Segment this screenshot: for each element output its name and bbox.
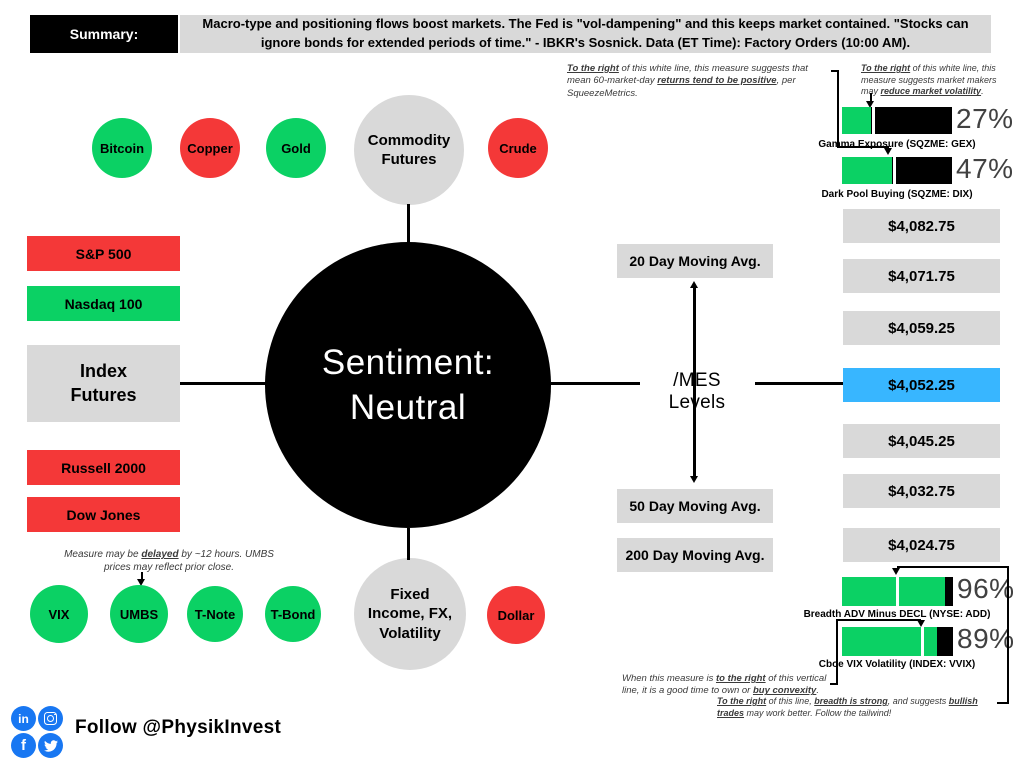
vvix-gauge xyxy=(842,627,953,656)
linkedin-icon[interactable]: in xyxy=(11,706,36,731)
index-futures-hub: Index Futures xyxy=(27,345,180,422)
commodity-futures-hub: Commodity Futures xyxy=(354,95,464,205)
ma-arrow-down-icon xyxy=(690,476,698,483)
vvix-gauge-threshold-marker xyxy=(920,627,924,656)
twitter-icon[interactable] xyxy=(38,733,63,758)
summary-label-box: Summary: xyxy=(30,15,178,53)
add-connector-line xyxy=(997,702,1009,704)
mes-level-row: $4,082.75 xyxy=(843,209,1000,243)
gex-connector-line xyxy=(870,93,872,103)
fixed-vix: VIX xyxy=(30,585,88,643)
mes-spoke-right-line xyxy=(755,382,843,385)
mes-level-row-current: $4,052.25 xyxy=(843,368,1000,402)
vvix-connector-line xyxy=(836,619,921,621)
mes-levels-label: /MES Levels xyxy=(668,370,726,413)
index-russell: Russell 2000 xyxy=(27,450,180,485)
mes-spoke-left-line xyxy=(551,382,640,385)
gex-label: Gamma Exposure (SQZME: GEX) xyxy=(818,139,976,150)
vvix-label: Cboe VIX Volatility (INDEX: VVIX) xyxy=(818,659,976,670)
fixed-umbs: UMBS xyxy=(110,585,168,643)
commodity-spoke-line xyxy=(407,204,410,244)
vvix-connector-line xyxy=(830,683,838,685)
ma-double-arrow-line xyxy=(693,288,696,478)
commodity-copper: Copper xyxy=(180,118,240,178)
commodity-crude: Crude xyxy=(488,118,548,178)
dix-gauge xyxy=(842,157,952,184)
fixed-tbond: T-Bond xyxy=(265,586,321,642)
index-sp500: S&P 500 xyxy=(27,236,180,271)
ma-200-day-box: 200 Day Moving Avg. xyxy=(617,538,773,572)
mes-level-row: $4,032.75 xyxy=(843,474,1000,508)
follow-text: Follow @PhysikInvest xyxy=(75,717,282,738)
summary-text: Macro-type and positioning flows boost m… xyxy=(202,16,969,50)
gex-gauge-threshold-marker xyxy=(871,107,875,134)
dix-label: Dark Pool Buying (SQZME: DIX) xyxy=(821,189,973,200)
index-nasdaq: Nasdaq 100 xyxy=(27,286,180,321)
umbs-annotation: Measure may be delayed by ~12 hours. UMB… xyxy=(64,549,274,573)
instagram-icon[interactable] xyxy=(38,706,63,731)
dix-gauge-fill xyxy=(842,157,892,184)
fixed-dollar: Dollar xyxy=(487,586,545,644)
ma-arrow-up-icon xyxy=(690,281,698,288)
commodity-bitcoin: Bitcoin xyxy=(92,118,152,178)
dix-connector-line xyxy=(837,146,889,148)
dix-percent: 47% xyxy=(956,153,1014,184)
sentiment-circle: Sentiment: Neutral xyxy=(265,242,551,528)
mes-level-row: $4,024.75 xyxy=(843,528,1000,562)
commodity-gold: Gold xyxy=(266,118,326,178)
dix-gauge-threshold-marker xyxy=(892,157,896,184)
add-percent: 96% xyxy=(957,573,1015,604)
fixed-tnote: T-Note xyxy=(187,586,243,642)
ma-50-day-box: 50 Day Moving Avg. xyxy=(617,489,773,523)
vvix-percent: 89% xyxy=(957,623,1015,654)
add-annotation: To the right of this line, breadth is st… xyxy=(717,696,978,718)
mes-level-row: $4,059.25 xyxy=(843,311,1000,345)
facebook-icon[interactable]: f xyxy=(11,733,36,758)
add-gauge-threshold-marker xyxy=(896,577,900,606)
summary-label: Summary: xyxy=(69,26,139,42)
add-gauge-fill xyxy=(842,577,946,606)
gex-percent: 27% xyxy=(956,103,1014,134)
add-arrow-icon xyxy=(892,568,900,575)
index-dowjones: Dow Jones xyxy=(27,497,180,532)
gex-arrow-icon xyxy=(866,101,874,108)
umbs-connector-line xyxy=(141,572,143,581)
dix-connector-line xyxy=(837,70,839,148)
fixed-spoke-line xyxy=(407,528,410,560)
mes-level-row: $4,071.75 xyxy=(843,259,1000,293)
ma-20-day-box: 20 Day Moving Avg. xyxy=(617,244,773,278)
add-connector-line xyxy=(1007,566,1009,704)
add-label: Breadth ADV Minus DECL (NYSE: ADD) xyxy=(803,609,991,620)
index-spoke-line xyxy=(180,382,266,385)
umbs-arrow-icon xyxy=(137,579,145,586)
mes-level-row: $4,045.25 xyxy=(843,424,1000,458)
dix-arrow-icon xyxy=(884,148,892,155)
vvix-annotation: When this measure is to the right of thi… xyxy=(622,673,827,697)
summary-text-box: Macro-type and positioning flows boost m… xyxy=(180,15,991,53)
dix-connector-line xyxy=(831,70,839,72)
dix-annotation: To the right of this white line, this me… xyxy=(567,63,808,99)
vvix-connector-line xyxy=(836,619,838,685)
vvix-arrow-icon xyxy=(917,620,925,627)
gex-annotation: To the right of this white line, this me… xyxy=(861,63,997,97)
add-gauge xyxy=(842,577,953,606)
add-connector-line xyxy=(897,566,1009,568)
gex-gauge-fill xyxy=(842,107,871,134)
gex-gauge xyxy=(842,107,952,134)
fixed-income-hub: Fixed Income, FX, Volatility xyxy=(354,558,466,670)
sentiment-text: Sentiment: Neutral xyxy=(321,342,495,428)
